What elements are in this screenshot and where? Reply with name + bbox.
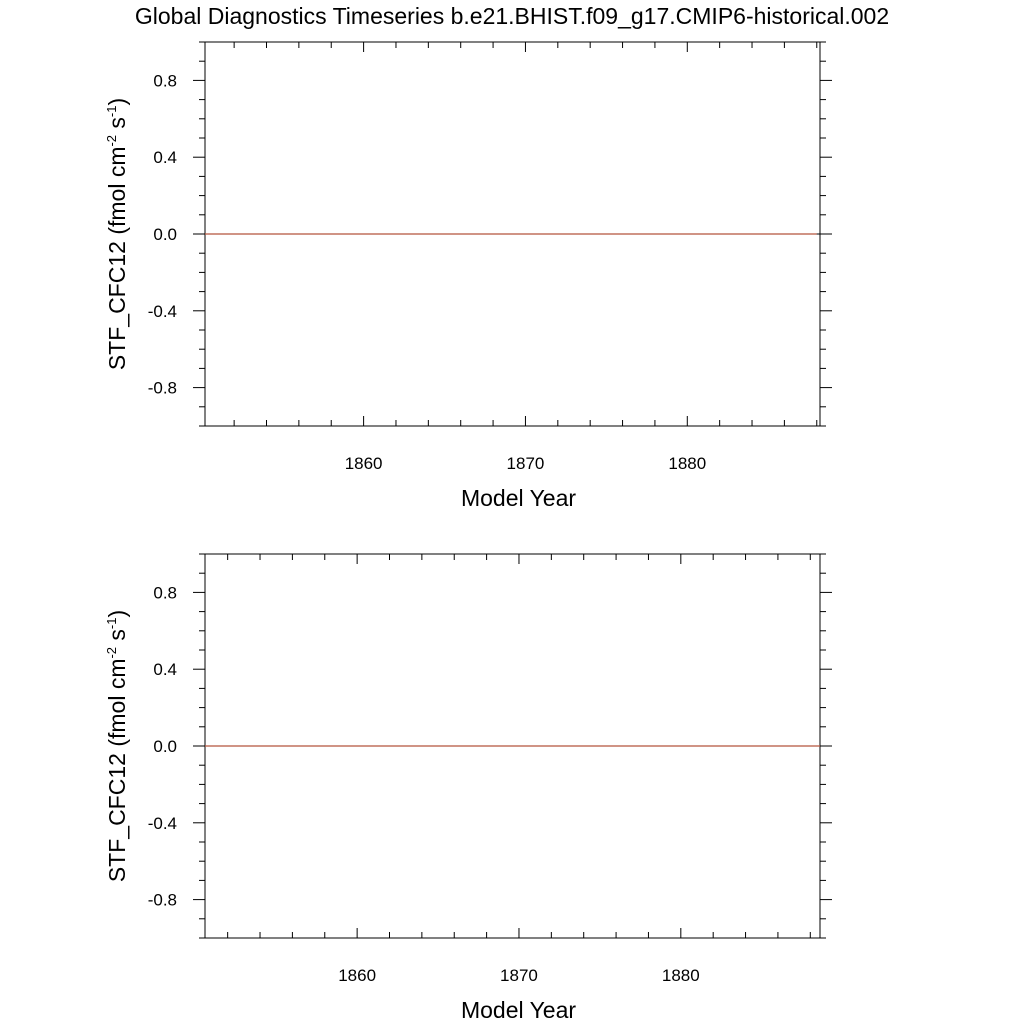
y-tick-label: 0.0 bbox=[153, 225, 177, 244]
chart-panel-bottom: 1860 1870 1880 0.8 0.4 0.0 -0.4 -0.8 Model Year S… bbox=[104, 553, 832, 1023]
x-axis-label: Model Year bbox=[461, 997, 576, 1023]
y-tick-label: -0.4 bbox=[148, 814, 177, 833]
x-tick-label: 1860 bbox=[338, 966, 376, 985]
y-tick-label: 0.4 bbox=[153, 660, 177, 679]
y-tick-label: -0.8 bbox=[148, 891, 177, 910]
x-tick-label: 1870 bbox=[507, 454, 545, 473]
x-tick-label: 1870 bbox=[500, 966, 538, 985]
x-tick-label: 1880 bbox=[668, 454, 706, 473]
x-axis-label: Model Year bbox=[461, 485, 576, 511]
figure-title: Global Diagnostics Timeseries b.e21.BHIS… bbox=[135, 3, 889, 29]
y-tick-label: -0.8 bbox=[148, 379, 177, 398]
y-tick-label: -0.4 bbox=[148, 302, 177, 321]
y-axis-label: STF_CFC12 (fmol cm-2 s-1) bbox=[104, 610, 130, 882]
y-axis-label: STF_CFC12 (fmol cm-2 s-1) bbox=[104, 98, 130, 370]
y-tick-label: 0.0 bbox=[153, 737, 177, 756]
y-tick-label: 0.8 bbox=[153, 583, 177, 602]
chart-panel-top: 1860 1870 1880 0.8 0.4 0.0 -0.4 -0.8 Model Year S… bbox=[104, 41, 832, 511]
y-tick-label: 0.8 bbox=[153, 71, 177, 90]
x-tick-label: 1860 bbox=[345, 454, 383, 473]
y-tick-label: 0.4 bbox=[153, 148, 177, 167]
x-tick-label: 1880 bbox=[662, 966, 700, 985]
